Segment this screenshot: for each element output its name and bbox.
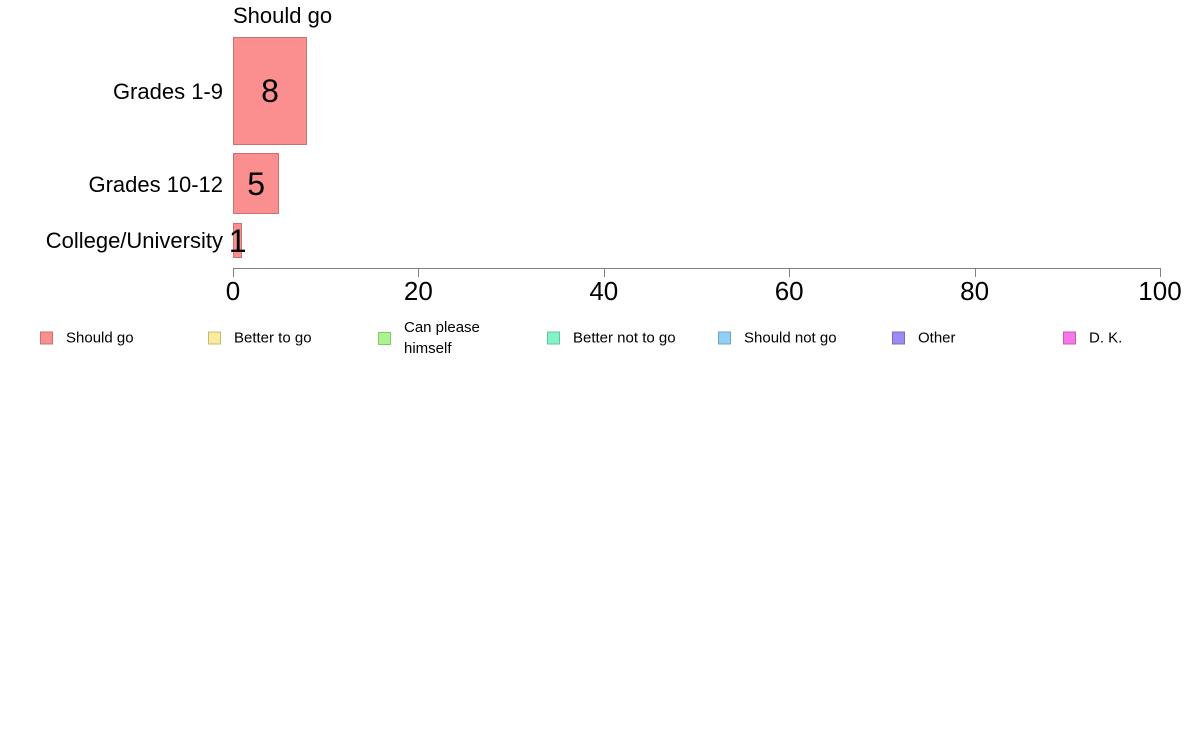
legend-swatch [378,331,391,345]
x-axis-tick [418,268,420,277]
bar-value-label: 8 [261,73,279,109]
x-tick-label: 0 [225,276,241,306]
legend-item-should-not-go: Should not go [718,328,837,349]
legend-item-better-not-to-go: Better not to go [547,328,676,349]
legend-swatch [40,331,53,345]
x-tick-label: 80 [960,276,990,306]
legend-item-d-k: D. K. [1063,328,1122,349]
x-axis-tick [603,268,605,277]
legend-item-other: Other [892,328,956,349]
chart-title: Should go [233,3,333,28]
legend-label: Better not to go [573,329,676,347]
x-tick-label: 40 [589,276,619,306]
legend-label: Should go [66,329,134,347]
bar-value-label: 1 [228,222,247,259]
x-tick-label: 100 [1138,276,1182,306]
legend-swatch [892,331,905,345]
category-label-grades-10-12: Grades 10-12 [88,172,223,197]
legend-label: Better to go [234,329,312,347]
bar-college-university: 1 [229,223,247,258]
legend-label: D. K. [1089,329,1123,347]
legend-item-better-to-go: Better to go [208,328,312,349]
legend-item-should-go: Should go [40,328,134,349]
legend-item-can-please-himself: Can please himself [378,317,488,359]
legend-label: Other [918,329,956,347]
bar-grades-10-12: 5 [233,153,280,214]
x-tick-label: 20 [403,276,433,306]
x-axis-tick [789,268,791,277]
x-axis-tick [233,268,234,277]
category-label-grades-1-9: Grades 1-9 [112,79,223,104]
x-axis-tick [1160,268,1161,277]
legend-swatch [547,331,560,345]
x-axis-tick [974,268,976,277]
x-axis-line [233,268,1161,269]
category-label-college-university: College/University [45,228,223,253]
legend-swatch [208,331,221,345]
legend-swatch [718,331,731,345]
x-tick-label: 60 [774,276,804,306]
legend-label: Can please himself [404,319,480,357]
bar-value-label: 5 [247,165,266,202]
legend-swatch [1063,331,1076,345]
bar-grades-1-9: 8 [233,37,308,145]
legend-label: Should not go [744,329,837,347]
